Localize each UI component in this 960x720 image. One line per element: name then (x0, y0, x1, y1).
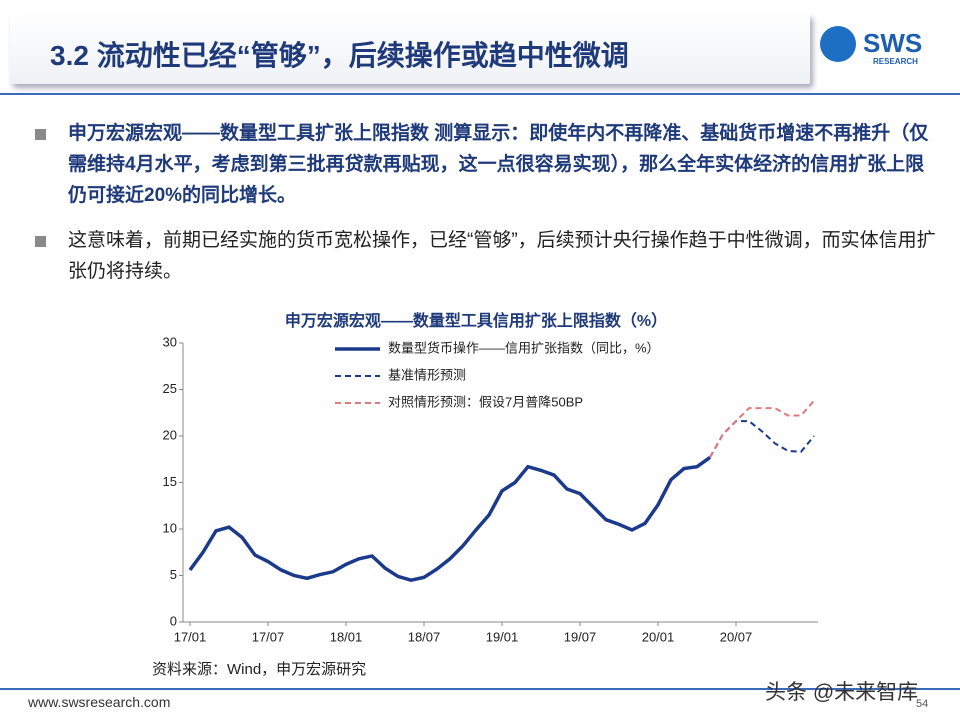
source: 资料来源：Wind，申万宏源研究 (152, 661, 367, 678)
bullet-marker (35, 129, 46, 140)
watermark: 头条 @未来智库 (765, 681, 919, 704)
divider (0, 93, 960, 95)
logo: SWS (863, 28, 923, 58)
x-tick-label: 18/01 (330, 629, 363, 644)
x-tick-label: 18/07 (408, 629, 441, 644)
y-tick-label: 15 (163, 474, 177, 489)
x-tick-label: 17/07 (252, 629, 285, 644)
y-tick-label: 25 (163, 381, 177, 396)
x-tick-label: 19/07 (564, 629, 597, 644)
chart-title: 申万宏源宏观——数量型工具信用扩张上限指数（%） (285, 311, 667, 330)
bullet-text: 这意味着，前期已经实施的货币宽松操作，已经“管够”，后续预计央行操作趋于中性微调… (68, 230, 936, 282)
page-number: 54 (916, 698, 929, 710)
y-tick-label: 30 (163, 334, 177, 349)
bullet-text: 申万宏源宏观——数量型工具扩张上限指数 测算显示：即使年内不再降准、基础货币增速… (68, 123, 929, 206)
y-tick-label: 0 (170, 613, 177, 628)
series-line (188, 455, 712, 582)
logo-sub: RESEARCH (873, 57, 918, 66)
slide-title: 3.2 流动性已经“管够”，后续操作或趋中性微调 (50, 40, 629, 71)
logo-icon (820, 26, 856, 62)
series-line (709, 420, 815, 458)
x-tick-label: 17/01 (174, 629, 207, 644)
legend-label: 数量型货币操作——信用扩张指数（同比，%） (388, 340, 660, 355)
footer-line (0, 688, 960, 690)
y-tick-label: 20 (163, 427, 177, 442)
y-tick-label: 5 (170, 567, 177, 582)
y-tick-label: 10 (163, 520, 177, 535)
legend-label: 基准情形预测 (388, 367, 466, 382)
bullet-marker (35, 236, 46, 247)
footer-url: www.swsresearch.com (28, 694, 171, 710)
legend-label: 对照情形预测：假设7月普降50BP (388, 394, 583, 409)
series-line (709, 400, 815, 458)
title-bar (10, 14, 810, 84)
x-tick-label: 20/01 (642, 629, 675, 644)
x-tick-label: 19/01 (486, 629, 519, 644)
x-tick-label: 20/07 (720, 629, 753, 644)
